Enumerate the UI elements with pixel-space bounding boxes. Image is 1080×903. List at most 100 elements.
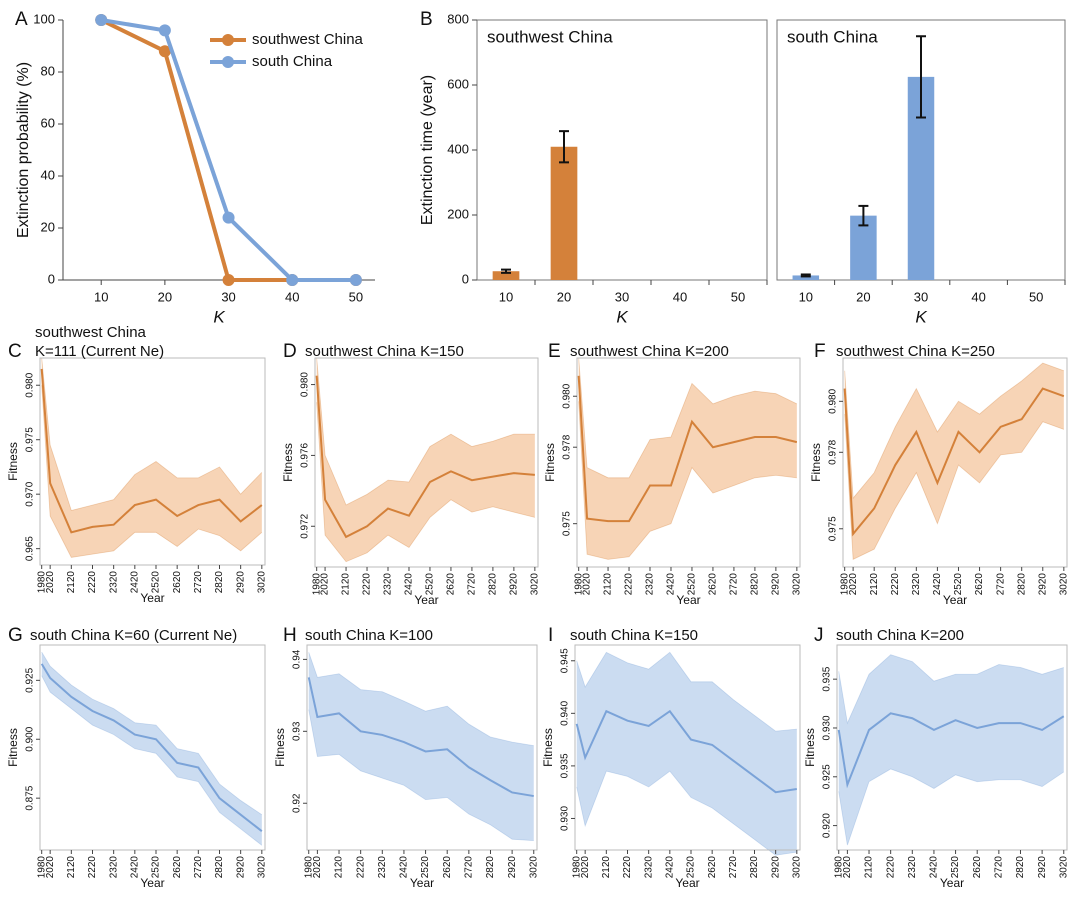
x-tick-label: 10: [94, 289, 108, 304]
chart-title: south China K=150: [570, 627, 698, 644]
y-tick-label: 0.975: [562, 511, 573, 536]
x-tick-label: 2720: [463, 856, 474, 879]
y-tick-label: 0.945: [560, 648, 571, 673]
y-tick-label: 0.875: [25, 785, 36, 810]
y-axis-label: Extinction probability (%): [15, 62, 32, 238]
plot-frame: [476, 19, 768, 281]
y-tick-label: 20: [41, 219, 55, 234]
x-tick-label: 10: [499, 289, 513, 304]
x-tick-label: 3020: [1058, 856, 1069, 879]
error-bar: [916, 35, 926, 119]
x-tick-label: 2320: [643, 856, 654, 879]
x-tick-label: 2020: [842, 856, 853, 879]
x-axis-label: Year: [410, 876, 434, 890]
x-tick-label: 2320: [108, 856, 119, 879]
x-tick-label: 2420: [399, 856, 410, 879]
x-tick-label: 1980: [36, 856, 47, 879]
x-tick-label: 30: [914, 289, 928, 304]
plot-frame: [314, 357, 539, 568]
x-tick-label: 2820: [488, 573, 499, 596]
x-tick-label: 2120: [603, 573, 614, 596]
band-lower: [578, 401, 797, 560]
x-tick-label: 2320: [645, 573, 656, 596]
x-tick-label: 2620: [172, 571, 183, 594]
x-tick-label: 2120: [334, 856, 345, 879]
x-tick-label: 2420: [404, 573, 415, 596]
band-upper: [308, 652, 534, 747]
x-tick-label: 2720: [993, 856, 1004, 879]
error-bar: [559, 130, 569, 164]
mean-line: [307, 677, 534, 798]
y-tick-label: 80: [41, 63, 55, 78]
legend-label: south China: [252, 53, 333, 70]
plot-frame: [39, 644, 266, 851]
panel-letter: B: [420, 9, 433, 30]
x-tick-label: 2120: [341, 573, 352, 596]
band-fill: [578, 358, 797, 560]
chart-title: southwest China K=150: [305, 343, 464, 360]
x-tick-label: 2620: [708, 573, 719, 596]
x-tick-label: 2720: [193, 571, 204, 594]
x-tick-label: 2820: [750, 573, 761, 596]
band-upper: [844, 362, 1064, 500]
x-tick-label: 2920: [1037, 856, 1048, 879]
x-tick-label: 2220: [362, 573, 373, 596]
y-tick-label: 0.976: [300, 442, 311, 467]
y-tick-label: 0.940: [560, 700, 571, 725]
band-lower: [844, 414, 1064, 560]
x-tick-label: 2920: [235, 856, 246, 879]
x-tick-label: 3020: [256, 856, 267, 879]
point: [158, 45, 171, 58]
x-tick-label: 2620: [442, 856, 453, 879]
error-bar: [858, 204, 869, 227]
mean-line: [40, 368, 263, 534]
x-tick-label: 3020: [791, 573, 802, 596]
x-tick-label: 1980: [573, 573, 584, 596]
panel-letter: D: [283, 341, 297, 362]
x-axis-label: Year: [943, 593, 967, 607]
chart-title: south China K=60 (Current Ne): [30, 627, 237, 644]
legend-marker: [222, 56, 234, 68]
mean-line: [40, 663, 263, 832]
legend-label: southwest China: [252, 31, 364, 48]
panel-letter: C: [8, 341, 22, 362]
x-tick-label: 2620: [172, 856, 183, 879]
x-tick-label: 2520: [151, 856, 162, 879]
mean-line: [837, 712, 1065, 789]
x-axis-label: K: [616, 307, 628, 326]
band-fill: [316, 358, 535, 562]
x-axis-label: Year: [140, 876, 164, 890]
band-fill: [844, 363, 1064, 560]
y-tick-label: 0: [462, 271, 469, 286]
panel-letter: J: [814, 625, 824, 646]
bar: [792, 275, 820, 280]
x-tick-label: 1980: [833, 856, 844, 879]
y-axis-label: Fitness: [6, 442, 20, 481]
plot-frame: [39, 357, 266, 566]
y-axis-label: Fitness: [543, 443, 557, 482]
y-tick-label: 0.925: [25, 667, 36, 692]
mean-line: [575, 709, 797, 794]
x-tick-label: 3020: [256, 571, 267, 594]
y-tick-label: 0.980: [828, 388, 839, 413]
y-tick-label: 0.930: [560, 806, 571, 831]
x-tick-label: 2520: [953, 573, 964, 596]
y-tick-label: 0: [48, 271, 55, 286]
band-upper: [316, 357, 535, 506]
x-tick-label: 2520: [687, 573, 698, 596]
x-tick-label: 20: [557, 289, 571, 304]
x-tick-label: 50: [731, 289, 745, 304]
x-tick-label: 2020: [580, 856, 591, 879]
chart-title: southwest China: [487, 27, 613, 46]
x-tick-label: 2020: [45, 571, 56, 594]
y-tick-label: 0.94: [292, 649, 303, 669]
mean-line: [315, 375, 535, 539]
x-tick-label: 2820: [485, 856, 496, 879]
y-tick-label: 0.980: [562, 383, 573, 408]
x-tick-label: 2820: [749, 856, 760, 879]
x-tick-label: 30: [221, 289, 235, 304]
x-tick-label: 2420: [664, 856, 675, 879]
chart-title: southwest China K=200: [570, 343, 729, 360]
y-tick-label: 200: [447, 206, 469, 221]
x-axis-label: Year: [675, 876, 699, 890]
